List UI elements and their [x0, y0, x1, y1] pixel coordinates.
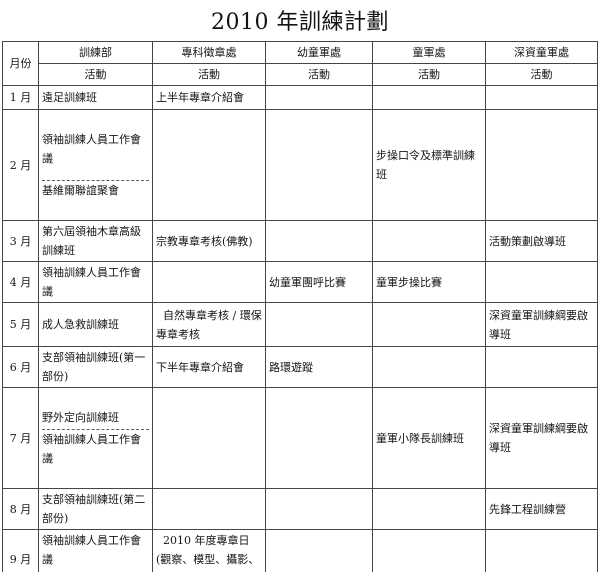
cell-cub: [265, 387, 373, 489]
table-row: 4 月 領袖訓練人員工作會議 幼童軍團呼比賽 童軍步操比賽: [2, 261, 598, 303]
cell-training: 領袖訓練人員工作會議: [38, 529, 153, 572]
cell-cub: [265, 302, 373, 347]
cell-scout: 步操口令及標準訓練班: [372, 109, 486, 221]
cell-badge: [152, 387, 266, 489]
header-activity-venture: 活動: [485, 63, 598, 86]
table-row: 6 月 支部領袖訓練班(第一部份) 下半年專章介紹會 路環遊蹤: [2, 346, 598, 388]
cell-month: 7 月: [2, 387, 39, 489]
cell-scout: [372, 488, 486, 530]
cell-venture: [485, 529, 598, 572]
cell-badge: 下半年專章介紹會: [152, 346, 266, 388]
header-activity-cub: 活動: [265, 63, 373, 86]
cell-training: 支部領袖訓練班(第一部份): [38, 346, 153, 388]
header-row-departments: 月份 訓練部 專科徵章處 幼童軍處 童軍處 深資童軍處: [2, 41, 598, 86]
cell-scout: 童軍小隊長訓練班: [372, 387, 486, 489]
cell-cub: [265, 109, 373, 221]
cell-month: 6 月: [2, 346, 39, 388]
cell-month: 4 月: [2, 261, 39, 303]
cell-training: 支部領袖訓練班(第二部份): [38, 488, 153, 530]
header-dept-scout: 童軍處: [372, 41, 486, 64]
page-title: 2010 年訓練計劃: [211, 10, 389, 35]
cell-cub: [265, 488, 373, 530]
cell-training: 領袖訓練人員工作會議: [38, 261, 153, 303]
cell-badge: [152, 488, 266, 530]
table-row: 5 月 成人急救訓練班 自然專章考核 / 環保專章考核 深資童軍訓練綱要啟導班: [2, 302, 598, 347]
cell-venture: [485, 109, 598, 221]
cell-badge: [152, 261, 266, 303]
cell-month: 3 月: [2, 220, 39, 262]
activity-entry: 領袖訓練人員工作會議: [42, 133, 141, 165]
cell-venture: 先鋒工程訓練營: [485, 488, 598, 530]
cell-training: 成人急救訓練班: [38, 302, 153, 347]
header-dept-cub: 幼童軍處: [265, 41, 373, 64]
table-row: 1 月 遠足訓練班 上半年專章介紹會: [2, 85, 598, 110]
cell-cub: 路環遊蹤: [265, 346, 373, 388]
table-row: 7 月 野外定向訓練班 領袖訓練人員工作會議 童軍小隊長訓練班 深資童軍訓練綱要…: [2, 387, 598, 489]
cell-venture: [485, 85, 598, 110]
activity-entry: 基維爾聯誼聚會: [42, 184, 119, 197]
header-activity-training: 活動: [38, 63, 153, 86]
activity-entry: 野外定向訓練班: [42, 411, 119, 424]
cell-cub: [265, 220, 373, 262]
cell-training: 野外定向訓練班 領袖訓練人員工作會議: [38, 387, 153, 489]
header-dept-training: 訓練部: [38, 41, 153, 64]
plan-table: 月份 訓練部 專科徵章處 幼童軍處 童軍處 深資童軍處 活動 活動 活動 活動 …: [2, 41, 598, 572]
header-dept-venture: 深資童軍處: [485, 41, 598, 64]
cell-scout: [372, 220, 486, 262]
table-row: 8 月 支部領袖訓練班(第二部份) 先鋒工程訓練營: [2, 488, 598, 530]
cell-cub: [265, 529, 373, 572]
header-activity-badge: 活動: [152, 63, 266, 86]
header-dept-badge: 專科徵章處: [152, 41, 266, 64]
table-row: 9 月 領袖訓練人員工作會議 2010 年度專章日 (觀察、模型、攝影、文書、藝…: [2, 529, 598, 572]
header-activity-scout: 活動: [372, 63, 486, 86]
cell-badge: 2010 年度專章日 (觀察、模型、攝影、文書、藝術、搜集): [152, 529, 266, 572]
cell-badge: [152, 109, 266, 221]
cell-badge: 自然專章考核 / 環保專章考核: [152, 302, 266, 347]
cell-scout: [372, 346, 486, 388]
cell-month: 9 月: [2, 529, 39, 572]
header-row-activity: 活動 活動 活動 活動 活動: [3, 63, 598, 86]
dashed-divider: [42, 180, 149, 181]
table-row: 2 月 領袖訓練人員工作會議 基維爾聯誼聚會 步操口令及標準訓練班: [2, 109, 598, 221]
cell-venture: 活動策劃啟導班: [485, 220, 598, 262]
cell-venture: [485, 261, 598, 303]
cell-cub: 幼童軍團呼比賽: [265, 261, 373, 303]
header-month: 月份: [2, 41, 39, 86]
cell-month: 1 月: [2, 85, 39, 110]
dashed-divider: [42, 429, 149, 430]
cell-training: 第六屆領袖木章高級訓練班: [38, 220, 153, 262]
cell-scout: 童軍步操比賽: [372, 261, 486, 303]
cell-scout: [372, 85, 486, 110]
cell-badge: 上半年專章介紹會: [152, 85, 266, 110]
cell-badge: 宗教專章考核(佛教): [152, 220, 266, 262]
cell-month: 5 月: [2, 302, 39, 347]
cell-month: 8 月: [2, 488, 39, 530]
cell-venture: 深資童軍訓練綱要啟導班: [485, 302, 598, 347]
cell-month: 2 月: [2, 109, 39, 221]
cell-cub: [265, 85, 373, 110]
table-row: 3 月 第六屆領袖木章高級訓練班 宗教專章考核(佛教) 活動策劃啟導班: [2, 220, 598, 262]
cell-scout: [372, 302, 486, 347]
cell-training: 領袖訓練人員工作會議 基維爾聯誼聚會: [38, 109, 153, 221]
cell-venture: 深資童軍訓練綱要啟導班: [485, 387, 598, 489]
cell-scout: [372, 529, 486, 572]
cell-training: 遠足訓練班: [38, 85, 153, 110]
cell-venture: [485, 346, 598, 388]
activity-entry: 領袖訓練人員工作會議: [42, 433, 141, 465]
